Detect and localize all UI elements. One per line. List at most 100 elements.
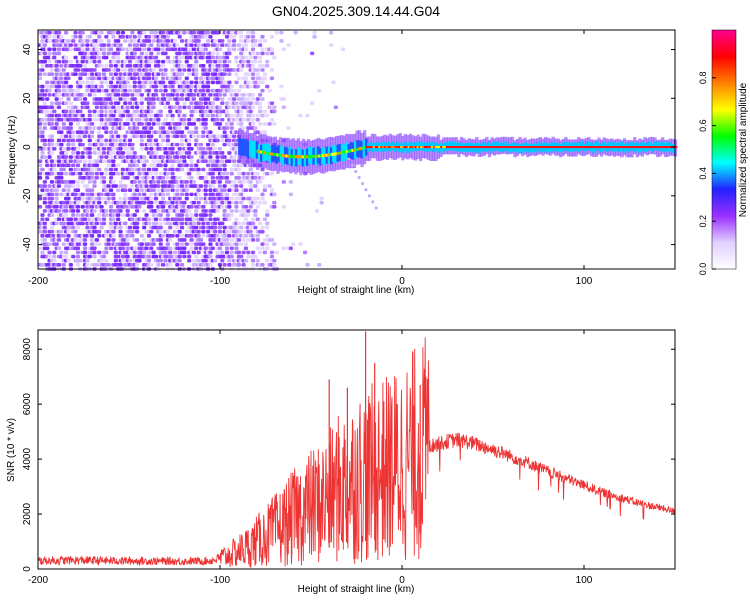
heatmap-cell bbox=[156, 117, 161, 122]
heatmap-cell bbox=[170, 151, 175, 155]
snr-x-ticks: -200 -100 0 100 bbox=[28, 330, 593, 586]
heatmap-cell bbox=[203, 200, 208, 205]
heatmap-cell bbox=[255, 205, 260, 209]
ridge-band bbox=[519, 144, 523, 153]
heatmap-cell bbox=[87, 151, 92, 155]
heatmap-cell bbox=[116, 105, 121, 110]
heatmap-cell bbox=[153, 151, 159, 155]
heatmap-cell bbox=[201, 64, 206, 68]
heatmap-cell bbox=[106, 39, 111, 43]
heatmap-cell bbox=[227, 80, 232, 85]
heatmap-cell bbox=[232, 43, 237, 47]
ridge-core bbox=[553, 146, 556, 149]
heatmap-cell bbox=[203, 151, 208, 155]
ridge-core bbox=[565, 146, 569, 149]
heatmap-cell bbox=[142, 43, 147, 47]
heatmap-cell bbox=[149, 246, 154, 251]
heatmap-cell bbox=[269, 171, 275, 176]
ridge-core bbox=[371, 146, 374, 149]
heatmap-cell bbox=[243, 234, 249, 238]
heatmap-cell bbox=[187, 151, 192, 155]
heatmap-cell bbox=[45, 163, 50, 168]
heatmap-cell bbox=[68, 155, 73, 159]
heatmap-cell bbox=[99, 109, 104, 114]
heatmap-cell bbox=[234, 72, 239, 76]
heatmap-cell bbox=[108, 47, 114, 52]
heatmap-cell bbox=[210, 175, 215, 180]
heatmap-cell bbox=[49, 192, 55, 197]
ridge-core bbox=[287, 154, 290, 158]
heatmap-cell bbox=[208, 213, 213, 217]
ridge-band bbox=[598, 143, 602, 153]
heatmap-cell bbox=[123, 39, 128, 43]
heatmap-cell bbox=[73, 229, 78, 234]
heatmap-cell bbox=[54, 192, 59, 197]
heatmap-cell bbox=[210, 142, 215, 147]
ridge-core bbox=[391, 146, 394, 149]
heatmap-cell bbox=[262, 39, 267, 43]
heatmap-cell bbox=[255, 246, 260, 251]
heatmap-cell bbox=[232, 35, 237, 39]
heatmap-cell bbox=[258, 180, 263, 184]
heatmap-cell bbox=[40, 97, 45, 101]
heatmap-cell bbox=[203, 184, 208, 188]
heatmap-cell bbox=[229, 122, 234, 126]
heatmap-cell bbox=[56, 238, 62, 242]
heatmap-cell bbox=[99, 64, 104, 68]
heatmap-cell bbox=[125, 80, 130, 85]
heatmap-cell bbox=[116, 68, 121, 72]
heatmap-cell bbox=[40, 250, 45, 255]
heatmap-cell bbox=[250, 221, 256, 226]
y-tick-label: 0 bbox=[22, 144, 33, 150]
heatmap-cell bbox=[215, 209, 220, 213]
heatmap-cell bbox=[175, 225, 180, 230]
heatmap-cell bbox=[97, 200, 102, 205]
heatmap-cell bbox=[175, 134, 180, 139]
heatmap-cell bbox=[146, 64, 152, 68]
heatmap-cell bbox=[97, 234, 102, 238]
heatmap-cell bbox=[120, 76, 126, 81]
heatmap-cell bbox=[246, 35, 251, 39]
heatmap-cell bbox=[175, 192, 180, 197]
heatmap-cell bbox=[90, 72, 95, 76]
ridge-core bbox=[398, 146, 401, 149]
heatmap-cell bbox=[104, 101, 109, 105]
heatmap-cell bbox=[163, 163, 168, 168]
heatmap-cell bbox=[54, 72, 59, 76]
heatmap-cell bbox=[108, 72, 114, 76]
heatmap-cell bbox=[203, 246, 208, 251]
heatmap-cell bbox=[255, 113, 260, 118]
heatmap-cell bbox=[52, 55, 57, 60]
heatmap-cell bbox=[217, 122, 223, 126]
heatmap-cell bbox=[56, 88, 62, 93]
heatmap-cell bbox=[210, 246, 215, 251]
heatmap-cell bbox=[255, 130, 260, 134]
heatmap-cell bbox=[73, 238, 78, 242]
heatmap-cell bbox=[130, 167, 135, 172]
heatmap-cell bbox=[165, 138, 170, 143]
heatmap-cell bbox=[104, 88, 109, 93]
heatmap-cell bbox=[288, 246, 293, 251]
heatmap-cell bbox=[168, 238, 173, 242]
heatmap-cell bbox=[161, 138, 166, 143]
heatmap-cell bbox=[272, 200, 277, 205]
ridge-core bbox=[469, 146, 472, 149]
heatmap-cell bbox=[217, 105, 223, 110]
heatmap-cell bbox=[165, 101, 170, 105]
heatmap-cell bbox=[99, 84, 104, 89]
heatmap-cell bbox=[111, 171, 116, 176]
heatmap-cell bbox=[151, 250, 156, 255]
heatmap-cell bbox=[250, 117, 256, 122]
heatmap-cell bbox=[255, 117, 260, 122]
heatmap-cell bbox=[255, 97, 260, 101]
heatmap-cell bbox=[220, 159, 225, 164]
heatmap-cell bbox=[90, 167, 95, 172]
heatmap-cell bbox=[250, 35, 256, 39]
heatmap-cell bbox=[108, 155, 114, 159]
heatmap-cell bbox=[120, 167, 126, 172]
ridge-core bbox=[280, 153, 283, 157]
heatmap-cell bbox=[68, 43, 73, 47]
heatmap-cell bbox=[232, 88, 237, 93]
heatmap-cell bbox=[236, 88, 241, 93]
heatmap-cell bbox=[97, 217, 102, 222]
